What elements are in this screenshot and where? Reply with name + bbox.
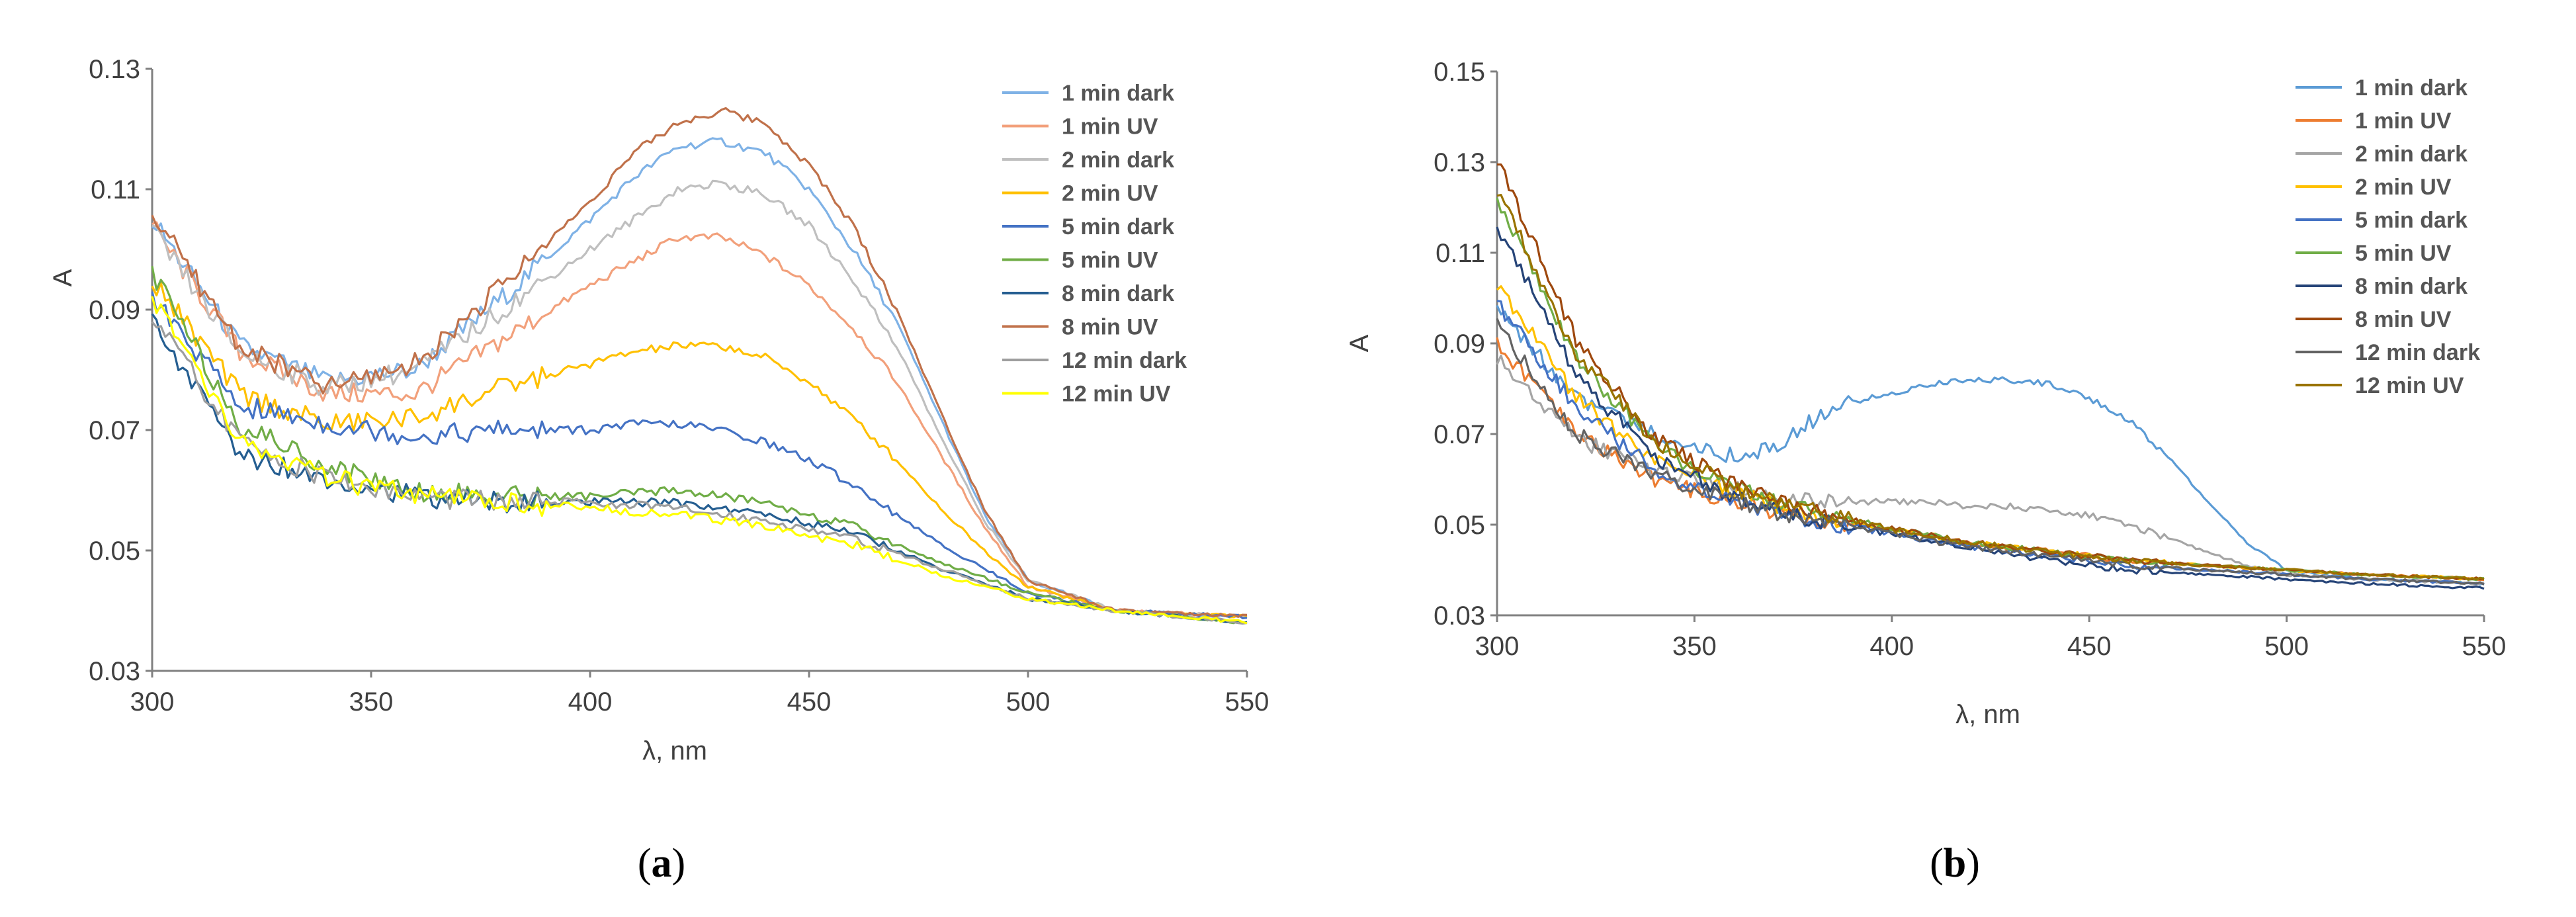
x-tick-label: 300 <box>130 687 175 717</box>
legend-label: 8 min dark <box>1062 281 1174 306</box>
legend-label: 1 min UV <box>2355 109 2452 134</box>
y-tick-label: 0.03 <box>89 657 140 686</box>
y-axis-label: A <box>1345 334 1374 352</box>
x-tick-label: 350 <box>1672 632 1717 661</box>
x-tick-label: 450 <box>787 687 832 717</box>
y-tick-label: 0.07 <box>1434 420 1485 449</box>
x-axis-label: λ, nm <box>1955 700 2020 729</box>
legend-label: 1 min dark <box>2355 75 2468 101</box>
legend-label: 2 min dark <box>2355 142 2468 167</box>
y-tick-label: 0.09 <box>89 296 140 325</box>
series-line <box>1496 318 2485 586</box>
legend-label: 5 min dark <box>2355 208 2468 233</box>
y-axis-label: A <box>48 269 77 286</box>
panel-label-b: (b) <box>1930 841 1980 886</box>
x-tick-label: 350 <box>349 687 394 717</box>
series-line <box>151 107 1248 618</box>
y-tick-label: 0.03 <box>1434 601 1485 631</box>
legend-label: 8 min dark <box>2355 274 2468 299</box>
series-line <box>151 137 1248 619</box>
y-tick-label: 0.11 <box>1436 239 1485 268</box>
panel-label-a: (a) <box>638 841 685 886</box>
legend-label: 5 min UV <box>2355 241 2452 266</box>
y-tick-label: 0.09 <box>1434 329 1485 359</box>
series-line <box>1496 300 2485 586</box>
legend-label: 5 min UV <box>1062 248 1158 273</box>
legend-label: 8 min UV <box>1062 315 1158 340</box>
x-tick-label: 400 <box>568 687 613 717</box>
x-tick-label: 300 <box>1475 632 1520 661</box>
legend-label: 12 min UV <box>1062 382 1171 407</box>
x-tick-label: 500 <box>1006 687 1051 717</box>
y-tick-label: 0.05 <box>1434 511 1485 540</box>
x-tick-label: 550 <box>2462 632 2507 661</box>
series-line <box>151 281 1248 619</box>
x-axis-label: λ, nm <box>642 736 707 765</box>
y-tick-label: 0.13 <box>89 55 140 84</box>
series-line <box>151 291 1248 620</box>
legend-label: 1 min dark <box>1062 81 1174 106</box>
x-tick-label: 450 <box>2067 632 2112 661</box>
series-line <box>1496 197 2485 582</box>
x-tick-label: 500 <box>2264 632 2309 661</box>
legend-label: 2 min UV <box>2355 175 2452 200</box>
series-line <box>1496 194 2485 581</box>
y-tick-label: 0.05 <box>89 537 140 566</box>
chart-b: 0.03 0.05 0.07 0.09 0.11 0.13 0.15 300 350 400 450… <box>1345 58 2506 729</box>
chart-a: 0.03 0.05 0.07 0.09 0.11 0.13 300 350 400 450 500 5… <box>48 55 1269 765</box>
legend-label: 12 min dark <box>2355 340 2480 365</box>
legend-label: 2 min UV <box>1062 181 1158 206</box>
y-tick-label: 0.13 <box>1434 148 1485 177</box>
y-tick-label: 0.07 <box>89 416 140 445</box>
legend-label: 12 min UV <box>2355 373 2464 398</box>
legend-label: 1 min UV <box>1062 114 1158 140</box>
series-line <box>1497 163 2485 581</box>
series-line <box>151 296 1248 625</box>
y-tick-label: 0.15 <box>1434 58 1485 87</box>
legend-label: 12 min dark <box>1062 348 1187 373</box>
x-tick-label: 400 <box>1869 632 1914 661</box>
y-tick-label: 0.11 <box>91 175 140 204</box>
legend-label: 2 min dark <box>1062 148 1174 173</box>
series-line <box>151 221 1247 619</box>
series-line <box>1496 226 2485 590</box>
x-tick-label: 550 <box>1225 687 1269 717</box>
legend-label: 5 min dark <box>1062 214 1174 240</box>
legend-label: 8 min UV <box>2355 307 2452 332</box>
